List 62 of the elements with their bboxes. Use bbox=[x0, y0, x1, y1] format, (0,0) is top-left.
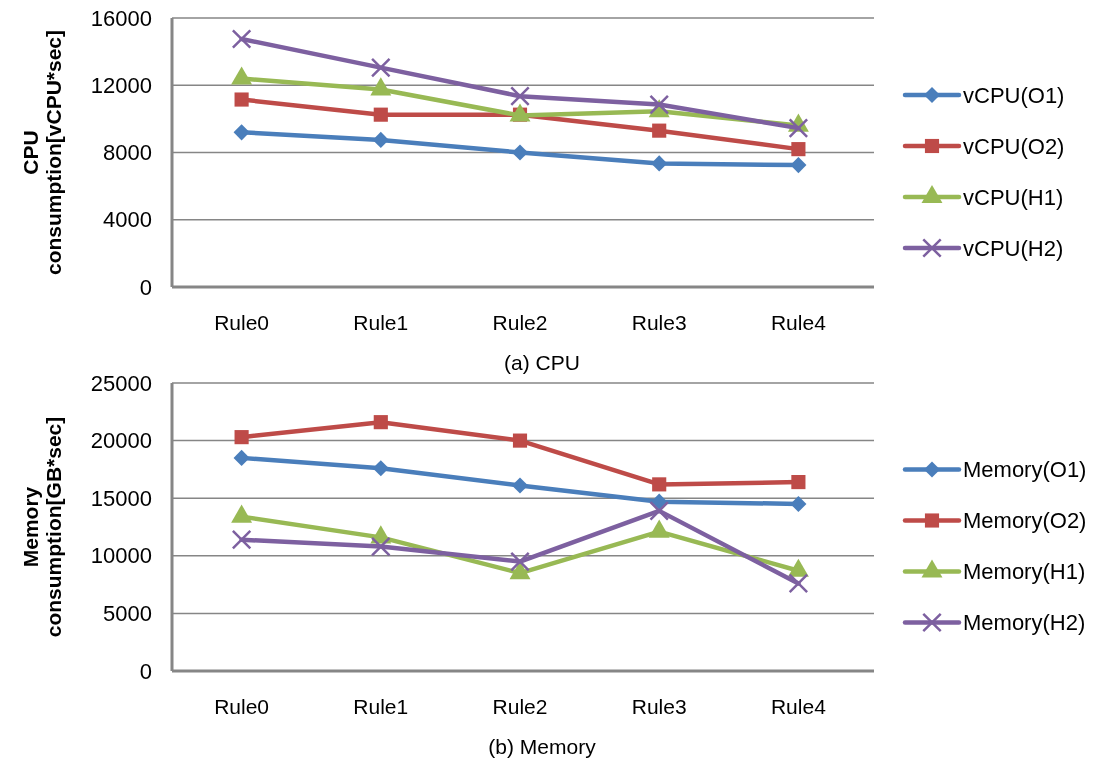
point bbox=[788, 118, 809, 139]
point bbox=[791, 475, 806, 490]
point bbox=[790, 157, 807, 174]
text: (a) CPU bbox=[504, 350, 580, 374]
y-tick-label: 16000 bbox=[90, 5, 152, 31]
point bbox=[231, 29, 252, 49]
y-tick-label: 25000 bbox=[90, 370, 152, 396]
x-tick-label: Rule4 bbox=[770, 310, 827, 334]
legend-label: Memory(H1) bbox=[963, 559, 1086, 584]
legend-label: vCPU(O2) bbox=[963, 133, 1065, 159]
y-tick-label: 10000 bbox=[90, 543, 152, 569]
point bbox=[373, 107, 388, 122]
point bbox=[234, 92, 249, 107]
y-tick-label: 0 bbox=[139, 658, 152, 684]
point bbox=[651, 493, 668, 510]
x-tick-label: Rule1 bbox=[353, 694, 409, 718]
point bbox=[791, 142, 806, 157]
point bbox=[233, 449, 250, 466]
legend-label: Memory(H2) bbox=[963, 610, 1086, 635]
y-tick-label: 4000 bbox=[103, 207, 152, 233]
point bbox=[652, 477, 667, 492]
point bbox=[370, 536, 391, 557]
point bbox=[510, 551, 530, 572]
point bbox=[788, 573, 809, 594]
point bbox=[372, 460, 389, 477]
point bbox=[649, 500, 670, 521]
point bbox=[649, 94, 670, 115]
point bbox=[652, 123, 667, 138]
y-axis-title: Memory consumption[GB*sec] bbox=[18, 416, 65, 638]
point bbox=[231, 529, 252, 550]
y-tick-label: 0 bbox=[139, 274, 152, 300]
point bbox=[370, 57, 391, 78]
point bbox=[512, 433, 528, 448]
x-tick-label: Rule3 bbox=[631, 694, 687, 718]
x-tick-label: Rule4 bbox=[770, 694, 827, 718]
point bbox=[234, 430, 249, 445]
y-tick-label: 8000 bbox=[103, 140, 152, 165]
legend-label: vCPU(O1) bbox=[963, 82, 1065, 108]
point bbox=[510, 86, 530, 107]
x-tick-label: Rule2 bbox=[492, 310, 548, 334]
point bbox=[651, 155, 668, 172]
y-tick-label: 12000 bbox=[90, 72, 152, 98]
point bbox=[233, 124, 250, 141]
y-axis-title: CPU consumption[vCPU*sec] bbox=[18, 29, 65, 276]
y-tick-label: 5000 bbox=[103, 600, 152, 626]
point bbox=[511, 477, 529, 494]
y-tick-label: 20000 bbox=[90, 428, 152, 454]
legend-label: Memory(O1) bbox=[963, 457, 1087, 482]
text: (b) Memory bbox=[488, 734, 597, 758]
x-tick-label: Rule0 bbox=[214, 310, 270, 334]
point bbox=[790, 495, 807, 513]
point bbox=[511, 144, 529, 161]
legend-label: vCPU(H1) bbox=[963, 184, 1064, 210]
x-tick-label: Rule1 bbox=[353, 310, 409, 334]
point bbox=[373, 415, 388, 430]
y-tick-label: 15000 bbox=[90, 485, 152, 511]
legend-label: vCPU(H2) bbox=[963, 235, 1064, 261]
x-tick-label: Rule3 bbox=[631, 310, 687, 334]
x-tick-label: Rule0 bbox=[214, 694, 270, 718]
x-tick-label: Rule2 bbox=[492, 694, 548, 718]
legend-label: Memory(O2) bbox=[963, 508, 1087, 533]
point bbox=[372, 131, 389, 148]
